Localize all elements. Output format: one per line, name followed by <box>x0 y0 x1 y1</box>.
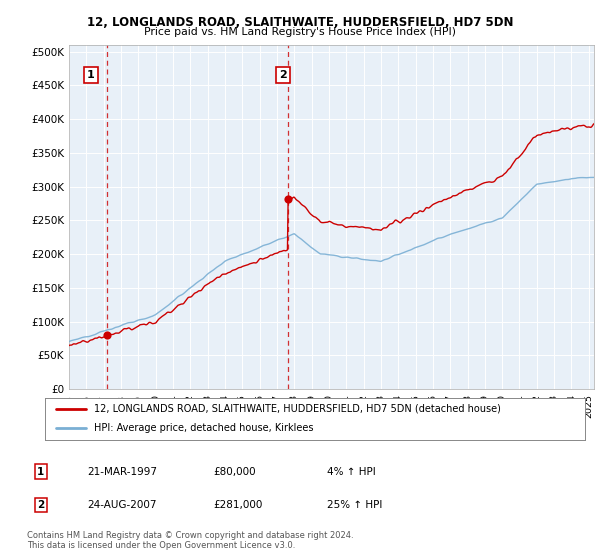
Text: Contains HM Land Registry data © Crown copyright and database right 2024.
This d: Contains HM Land Registry data © Crown c… <box>27 530 353 550</box>
Text: HPI: Average price, detached house, Kirklees: HPI: Average price, detached house, Kirk… <box>94 423 313 433</box>
Text: Price paid vs. HM Land Registry's House Price Index (HPI): Price paid vs. HM Land Registry's House … <box>144 27 456 38</box>
Text: 21-MAR-1997: 21-MAR-1997 <box>87 466 157 477</box>
Text: 24-AUG-2007: 24-AUG-2007 <box>87 500 157 510</box>
Text: 2: 2 <box>280 70 287 80</box>
Text: 2: 2 <box>37 500 44 510</box>
Text: 25% ↑ HPI: 25% ↑ HPI <box>327 500 382 510</box>
Text: 4% ↑ HPI: 4% ↑ HPI <box>327 466 376 477</box>
Text: 12, LONGLANDS ROAD, SLAITHWAITE, HUDDERSFIELD, HD7 5DN: 12, LONGLANDS ROAD, SLAITHWAITE, HUDDERS… <box>87 16 513 29</box>
Point <box>283 195 293 204</box>
Text: 1: 1 <box>86 70 94 80</box>
Text: £281,000: £281,000 <box>213 500 262 510</box>
Point <box>103 331 112 340</box>
Text: 12, LONGLANDS ROAD, SLAITHWAITE, HUDDERSFIELD, HD7 5DN (detached house): 12, LONGLANDS ROAD, SLAITHWAITE, HUDDERS… <box>94 404 500 414</box>
Text: £80,000: £80,000 <box>213 466 256 477</box>
Text: 1: 1 <box>37 466 44 477</box>
